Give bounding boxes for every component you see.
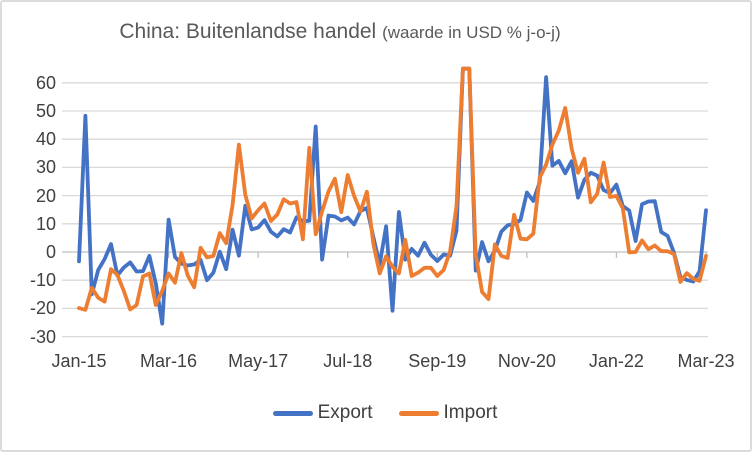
legend-item-export: Export [272,402,373,424]
import-line-swatch [398,410,439,416]
y-tick-label: 10 [35,213,56,234]
x-tick-label: Jan-15 [51,351,107,371]
y-tick-label: 50 [35,101,56,121]
y-tick-label: 0 [45,242,56,262]
x-tick-label: Nov-20 [497,351,556,371]
legend: Export Import [0,402,752,424]
x-tick-label: Jan-22 [588,351,644,371]
y-tick-label: -20 [29,298,56,319]
legend-label-export: Export [317,402,373,423]
x-tick-label: May-17 [228,351,289,371]
y-tick-label: -30 [29,326,56,347]
legend-item-import: Import [398,402,498,424]
chart-title: China: Buitenlandse handel (waarde in US… [0,20,680,44]
chart-title-suffix: (waarde in USD % j-o-j) [382,23,561,42]
y-tick-label: 30 [35,157,56,178]
x-tick-label: Jul-18 [323,351,373,371]
y-tick-label: 60 [35,72,56,93]
export-line-swatch [272,410,313,416]
x-tick-label: Mar-23 [677,351,735,371]
y-tick-label: 40 [35,129,56,150]
x-tick-label: Mar-16 [140,351,198,371]
legend-label-import: Import [443,402,498,423]
y-tick-label: 20 [35,185,56,206]
x-tick-label: Sep-19 [408,351,467,371]
import-line [77,66,708,312]
chart-title-main: China: Buitenlandse handel [119,20,377,43]
y-tick-label: -10 [29,270,56,291]
